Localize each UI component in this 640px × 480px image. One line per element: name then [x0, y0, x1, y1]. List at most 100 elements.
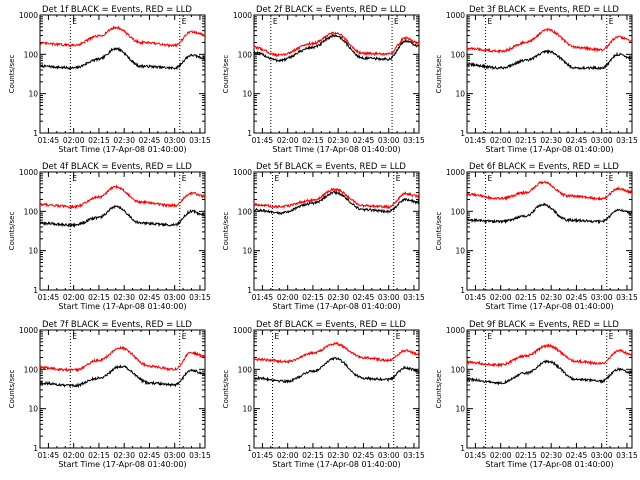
- y-tick-label: 10: [28, 90, 38, 99]
- series-lld-line: [39, 184, 206, 210]
- x-tick-label: 02:45: [353, 451, 375, 460]
- x-tick-label: 03:00: [591, 451, 613, 460]
- x-tick-label: 02:00: [277, 136, 299, 145]
- plot-frame: [253, 329, 420, 449]
- panel-det-7: Det 7f BLACK = Events, RED = LLD 1 10 100 10…: [8, 320, 211, 469]
- x-axis-label: Start Time (17-Apr-08 01:40:00): [272, 460, 400, 469]
- x-tick-label: 02:30: [113, 136, 135, 145]
- x-tick-label: 03:00: [164, 451, 186, 460]
- x-tick-label: 02:30: [113, 451, 135, 460]
- x-tick-label: 02:15: [515, 136, 537, 145]
- x-tick-label: 03:00: [378, 136, 400, 145]
- x-tick-label: 03:15: [189, 451, 211, 460]
- x-tick-label: 02:15: [88, 293, 110, 302]
- panel-det-9: Det 9f BLACK = Events, RED = LLD 1 10 100 10…: [435, 320, 638, 469]
- event-marker-label: E: [609, 332, 614, 341]
- x-tick-label: 03:15: [189, 293, 211, 302]
- panel-title: Det 6f BLACK = Events, RED = LLD: [469, 162, 619, 172]
- panel-det-6: Det 6f BLACK = Events, RED = LLD 1 10 100 10…: [435, 162, 638, 311]
- x-tick-label: 01:45: [38, 451, 60, 460]
- y-tick-label: 100: [238, 365, 253, 374]
- y-tick-label: 1: [33, 444, 38, 453]
- plot-frame: [39, 14, 206, 134]
- x-tick-label: 03:00: [378, 293, 400, 302]
- x-tick-label: 03:15: [403, 136, 425, 145]
- y-tick-label: 1: [460, 129, 465, 138]
- x-axis-label: Start Time (17-Apr-08 01:40:00): [272, 145, 400, 154]
- y-tick-label: 100: [451, 365, 466, 374]
- event-marker-label: E: [182, 174, 187, 183]
- series-lld-line: [253, 342, 420, 364]
- x-tick-label: 02:15: [88, 136, 110, 145]
- y-tick-label: 1000: [446, 168, 465, 177]
- y-axis-label: Counts/sec: [222, 212, 230, 251]
- x-tick-label: 01:45: [465, 136, 487, 145]
- y-tick-label: 1000: [446, 11, 465, 20]
- x-tick-label: 01:45: [465, 451, 487, 460]
- panel-det-8: Det 8f BLACK = Events, RED = LLD 1 10 100 10…: [222, 320, 425, 469]
- plot-frame: [39, 171, 206, 291]
- panel-title: Det 1f BLACK = Events, RED = LLD: [42, 5, 192, 15]
- x-tick-label: 02:45: [353, 136, 375, 145]
- x-axis-label: Start Time (17-Apr-08 01:40:00): [485, 145, 613, 154]
- x-tick-label: 02:45: [139, 136, 161, 145]
- x-tick-label: 03:00: [378, 451, 400, 460]
- series-events-line: [39, 364, 206, 389]
- event-marker-label: E: [182, 332, 187, 341]
- event-marker-label: E: [72, 174, 77, 183]
- series-events-line: [39, 204, 206, 228]
- event-marker-label: E: [275, 332, 280, 341]
- event-marker-label: E: [488, 174, 493, 183]
- event-marker-label: E: [182, 17, 187, 26]
- x-tick-label: 02:15: [88, 451, 110, 460]
- x-tick-label: 03:00: [591, 136, 613, 145]
- x-axis-label: Start Time (17-Apr-08 01:40:00): [58, 145, 186, 154]
- x-tick-label: 03:15: [403, 293, 425, 302]
- y-axis-label: Counts/sec: [8, 212, 16, 251]
- y-tick-label: 1000: [19, 326, 38, 335]
- x-tick-label: 01:45: [252, 451, 274, 460]
- y-axis-label: Counts/sec: [435, 370, 443, 409]
- x-tick-label: 03:00: [164, 136, 186, 145]
- plot-frame: [466, 14, 633, 134]
- y-tick-label: 100: [24, 207, 39, 216]
- event-marker-label: E: [396, 174, 401, 183]
- panel-title: Det 9f BLACK = Events, RED = LLD: [469, 320, 619, 330]
- y-tick-label: 1: [247, 286, 252, 295]
- y-axis-label: Counts/sec: [8, 55, 16, 94]
- event-marker-label: E: [394, 17, 399, 26]
- x-tick-label: 02:30: [540, 451, 562, 460]
- x-tick-label: 02:45: [353, 293, 375, 302]
- y-tick-label: 1: [247, 444, 252, 453]
- x-tick-label: 02:45: [139, 451, 161, 460]
- x-axis-label: Start Time (17-Apr-08 01:40:00): [272, 302, 400, 311]
- panel-title: Det 3f BLACK = Events, RED = LLD: [469, 5, 619, 15]
- panel-title: Det 2f BLACK = Events, RED = LLD: [256, 5, 406, 15]
- y-tick-label: 10: [242, 90, 252, 99]
- series-events-line: [39, 46, 206, 71]
- x-tick-label: 02:30: [327, 136, 349, 145]
- y-tick-label: 100: [24, 365, 39, 374]
- x-tick-label: 03:00: [591, 293, 613, 302]
- x-tick-label: 02:30: [540, 293, 562, 302]
- y-tick-label: 100: [451, 50, 466, 59]
- y-tick-label: 1000: [19, 11, 38, 20]
- x-tick-label: 01:45: [38, 136, 60, 145]
- y-tick-label: 1: [33, 129, 38, 138]
- y-tick-label: 10: [455, 405, 465, 414]
- y-axis-label: Counts/sec: [435, 212, 443, 251]
- x-tick-label: 01:45: [38, 293, 60, 302]
- y-tick-label: 1: [33, 286, 38, 295]
- panel-title: Det 5f BLACK = Events, RED = LLD: [256, 162, 406, 172]
- x-tick-label: 03:15: [616, 451, 638, 460]
- series-events-line: [466, 49, 633, 71]
- x-tick-label: 02:45: [566, 451, 588, 460]
- event-marker-label: E: [609, 17, 614, 26]
- series-events-line: [254, 356, 420, 384]
- x-tick-label: 03:00: [164, 293, 186, 302]
- series-lld-line: [466, 180, 633, 202]
- panel-det-4: Det 4f BLACK = Events, RED = LLD 1 10 100 10…: [8, 162, 211, 311]
- x-tick-label: 03:15: [403, 451, 425, 460]
- event-marker-label: E: [396, 332, 401, 341]
- x-tick-label: 02:00: [277, 293, 299, 302]
